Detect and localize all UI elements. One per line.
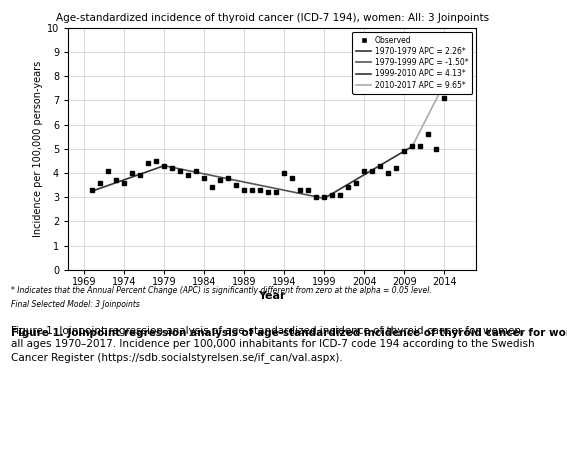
Text: Figure 1. Joinpoint regression analysis of age-standardized incidence of thyroid: Figure 1. Joinpoint regression analysis … [11,328,567,338]
Text: Figure 1. Joinpoint regression analysis of age-standardized incidence of thyroid: Figure 1. Joinpoint regression analysis … [11,326,535,363]
X-axis label: Year: Year [259,291,286,301]
Title: Age-standardized incidence of thyroid cancer (ICD-7 194), women: All: 3 Joinpoin: Age-standardized incidence of thyroid ca… [56,13,489,23]
Text: * Indicates that the Annual Percent Change (APC) is significantly different from: * Indicates that the Annual Percent Chan… [11,286,432,295]
Y-axis label: Incidence per 100,000 person-years: Incidence per 100,000 person-years [32,60,43,237]
Text: Final Selected Model: 3 Joinpoints: Final Selected Model: 3 Joinpoints [11,300,140,309]
Legend: Observed, 1970-1979 APC = 2.26*, 1979-1999 APC = -1.50*, 1999-2010 APC = 4.13*, : Observed, 1970-1979 APC = 2.26*, 1979-19… [352,32,472,93]
